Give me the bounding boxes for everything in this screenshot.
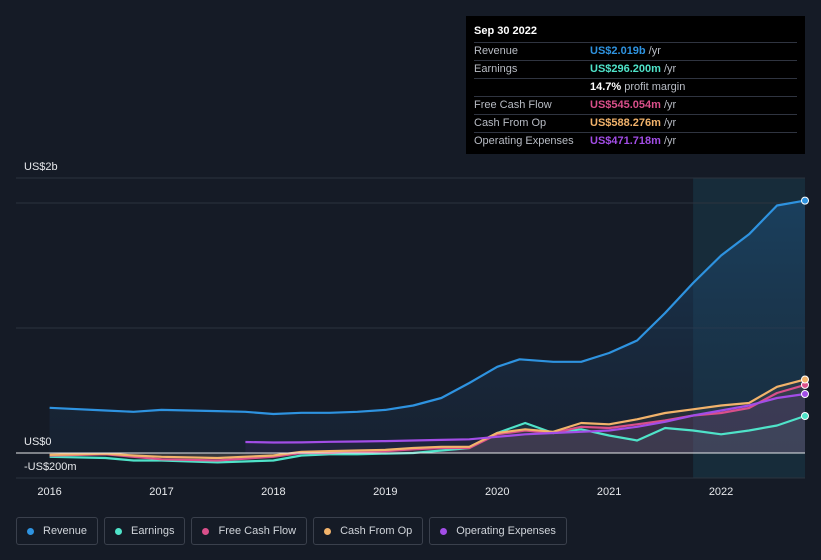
tooltip-row: Earnings US$296.200m/yr bbox=[474, 61, 797, 79]
tooltip-label: Cash From Op bbox=[474, 117, 547, 129]
legend-dot-icon bbox=[27, 527, 34, 535]
y-axis-label-bottom: -US$200m bbox=[24, 461, 77, 473]
operating-expenses-end-point bbox=[801, 390, 809, 398]
x-tick-label: 2017 bbox=[149, 486, 173, 498]
chart-legend: Revenue Earnings Free Cash Flow Cash From O… bbox=[16, 517, 567, 545]
x-tick-label: 2022 bbox=[709, 486, 733, 498]
tooltip-unit: profit margin bbox=[624, 81, 686, 93]
legend-dot-icon bbox=[324, 527, 332, 535]
tooltip-label bbox=[474, 79, 590, 96]
cash-from-op-end-point bbox=[801, 375, 809, 384]
tooltip-unit: /yr bbox=[663, 135, 677, 147]
series-lines bbox=[49, 199, 806, 464]
tooltip-value: US$2.019b bbox=[590, 45, 646, 57]
tooltip-date: Sep 30 2022 bbox=[474, 24, 797, 43]
revenue-area bbox=[49, 200, 806, 453]
earnings-area bbox=[49, 416, 806, 463]
tooltip-row: 14.7% profit margin bbox=[474, 79, 797, 97]
x-axis-ticks: 2016 2017 2018 2019 2020 2021 2022 bbox=[37, 486, 733, 498]
legend-dot-icon bbox=[202, 527, 210, 535]
tooltip-label: Revenue bbox=[474, 45, 519, 57]
tooltip-value: US$545.054m bbox=[590, 99, 661, 111]
tooltip-value: 14.7% bbox=[590, 81, 622, 93]
tooltip-value: US$588.276m bbox=[590, 117, 661, 129]
free-cash-flow-area bbox=[49, 384, 806, 461]
legend-item-revenue[interactable]: Revenue bbox=[16, 517, 99, 545]
tooltip-rows: Revenue US$2.019b/yr Earnings US$296.200m/y… bbox=[474, 43, 797, 150]
x-tick-label: 2016 bbox=[37, 486, 61, 498]
legend-label: Free Cash Flow bbox=[218, 525, 297, 537]
legend-item-earnings[interactable]: Earnings bbox=[104, 517, 186, 545]
tooltip-label: Operating Expenses bbox=[474, 135, 574, 147]
series-end-markers bbox=[801, 196, 809, 420]
x-tick-label: 2018 bbox=[261, 486, 285, 498]
tooltip-value: US$471.718m bbox=[590, 135, 661, 147]
tooltip-value: US$296.200m bbox=[590, 63, 661, 75]
tooltip-unit: /yr bbox=[648, 45, 661, 57]
tooltip-unit: /yr bbox=[663, 63, 677, 75]
legend-label: Operating Expenses bbox=[456, 525, 556, 537]
legend-label: Cash From Op bbox=[340, 525, 413, 537]
earnings-end-point bbox=[801, 412, 809, 420]
operating-expenses-line bbox=[245, 392, 806, 444]
y-axis-label-zero: US$0 bbox=[24, 436, 52, 448]
x-tick-label: 2021 bbox=[597, 486, 621, 498]
tooltip-unit: /yr bbox=[663, 117, 677, 129]
tooltip-unit: /yr bbox=[663, 99, 677, 111]
tooltip-row: Operating Expenses US$471.718m/yr bbox=[474, 133, 797, 150]
tooltip-row: Cash From Op US$588.276m/yr bbox=[474, 115, 797, 133]
cash-from-op-line bbox=[49, 378, 806, 460]
legend-item-operating-expenses[interactable]: Operating Expenses bbox=[429, 517, 567, 545]
revenue-end-point bbox=[801, 196, 809, 205]
series-fills bbox=[49, 200, 806, 463]
tooltip-label: Earnings bbox=[474, 63, 518, 75]
legend-item-cash-from-op[interactable]: Cash From Op bbox=[313, 517, 424, 545]
tooltip-row: Revenue US$2.019b/yr bbox=[474, 43, 797, 61]
legend-dot-icon bbox=[440, 527, 448, 535]
cash-from-op-area bbox=[49, 379, 806, 458]
y-axis-label-top: US$2b bbox=[24, 161, 58, 173]
tooltip-label: Free Cash Flow bbox=[474, 99, 552, 111]
x-tick-label: 2019 bbox=[373, 486, 397, 498]
legend-label: Revenue bbox=[43, 525, 88, 537]
revenue-line bbox=[49, 199, 806, 416]
operating-expenses-area bbox=[245, 394, 805, 453]
legend-item-free-cash-flow[interactable]: Free Cash Flow bbox=[191, 517, 308, 545]
tooltip-row: Free Cash Flow US$545.054m/yr bbox=[474, 97, 797, 115]
legend-dot-icon bbox=[115, 527, 123, 535]
x-tick-label: 2020 bbox=[485, 486, 509, 498]
tooltip-panel: Sep 30 2022 Revenue US$2.019b/yr Earnings U… bbox=[466, 16, 805, 154]
legend-label: Earnings bbox=[131, 525, 175, 537]
